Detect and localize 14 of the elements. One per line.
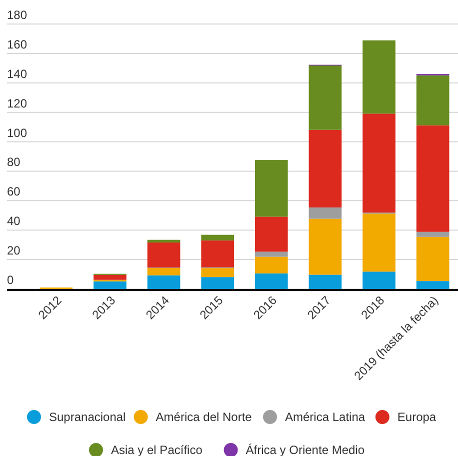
y-tick-label: 0 [7, 273, 14, 287]
y-tick-label: 80 [7, 155, 21, 170]
legend-label: Europa [397, 410, 436, 424]
legend-label: Supranacional [49, 410, 126, 424]
y-tick-label: 100 [7, 126, 28, 140]
legend-label: América del Norte [156, 410, 252, 424]
y-tick-label: 40 [7, 214, 21, 228]
y-tick-label: 60 [7, 184, 21, 199]
y-tick-label: 180 [7, 8, 28, 22]
y-tick-label: 120 [7, 96, 28, 110]
y-tick-label: 20 [7, 244, 21, 258]
y-tick-label: 140 [7, 66, 28, 81]
y-tick-label: 160 [7, 37, 28, 52]
legend-label: América Latina [285, 410, 366, 424]
